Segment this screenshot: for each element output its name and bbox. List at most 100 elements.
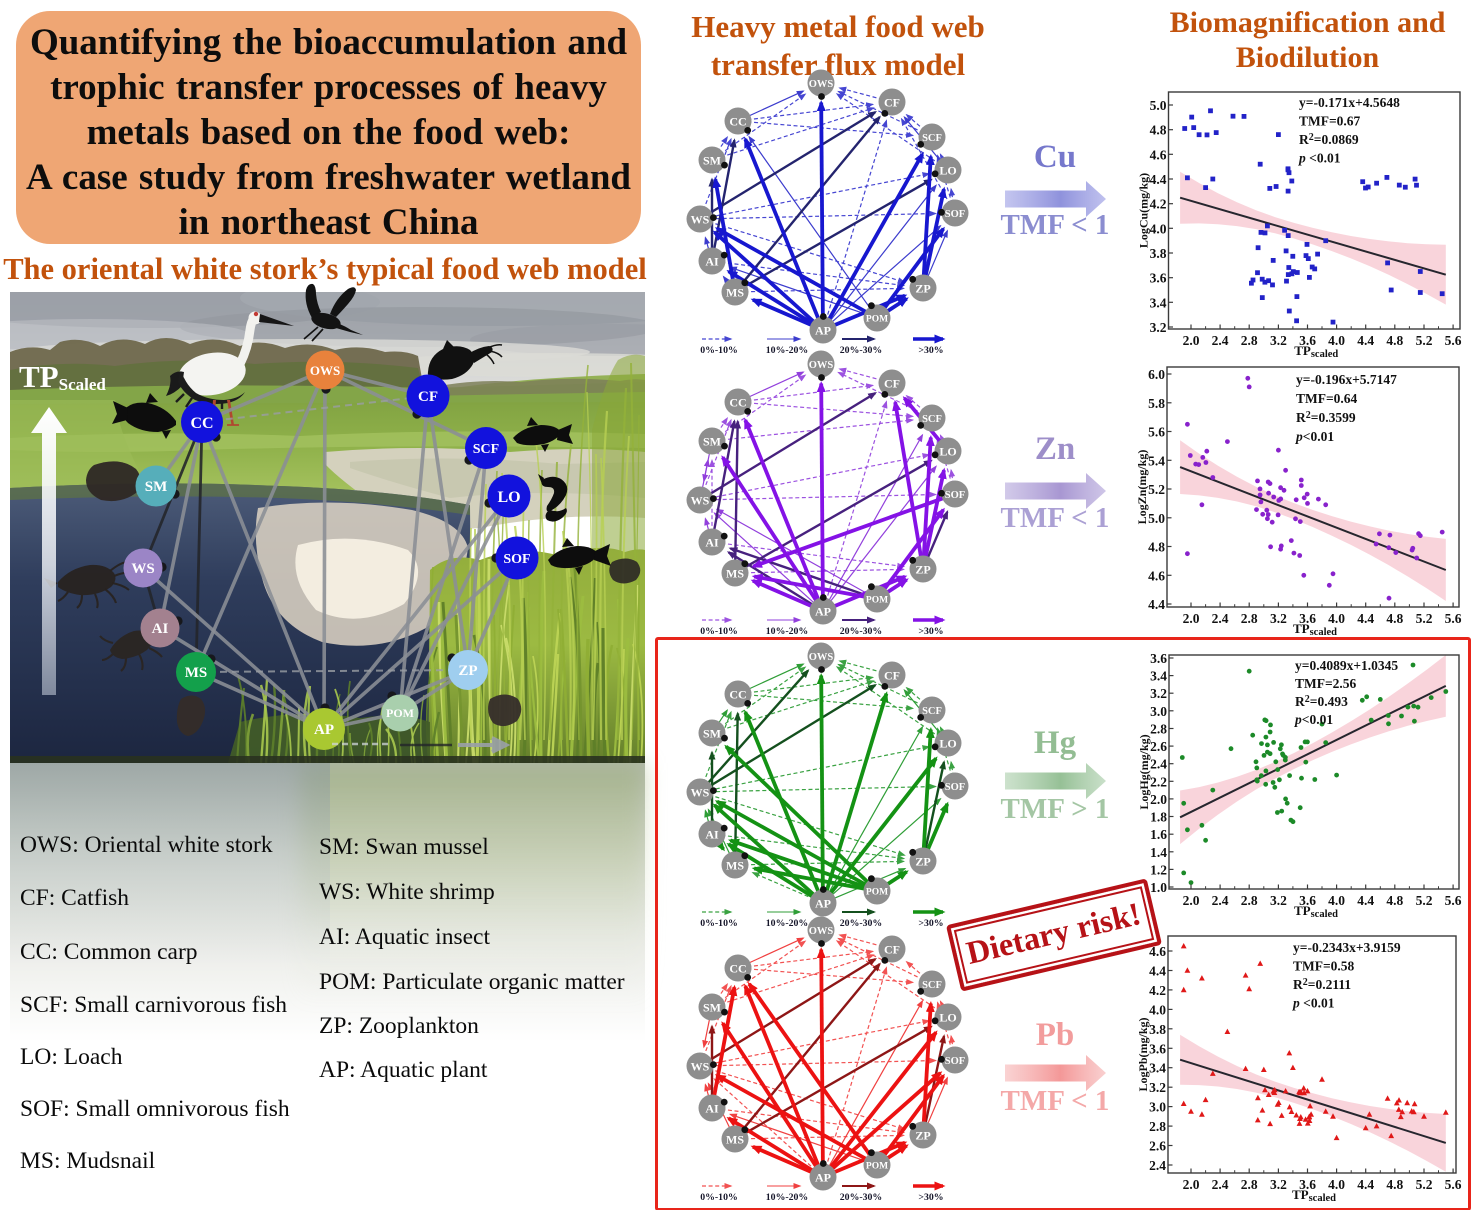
svg-text:3.8: 3.8 xyxy=(1150,246,1167,261)
svg-text:SOF: SOF xyxy=(945,209,965,220)
svg-text:3.6: 3.6 xyxy=(1149,1041,1166,1056)
svg-text:3.0: 3.0 xyxy=(1149,1100,1166,1115)
svg-text:4.6: 4.6 xyxy=(1150,147,1167,162)
svg-text:2.8: 2.8 xyxy=(1241,611,1258,626)
svg-text:y=-0.2343x+3.9159: y=-0.2343x+3.9159 xyxy=(1293,940,1401,955)
svg-text:3.6: 3.6 xyxy=(1299,1177,1316,1192)
svg-text:5.6: 5.6 xyxy=(1445,893,1462,908)
svg-text:4.0: 4.0 xyxy=(1149,1002,1166,1017)
svg-text:SOF: SOF xyxy=(945,490,965,501)
svg-text:3.2: 3.2 xyxy=(1270,611,1287,626)
svg-text:SOF: SOF xyxy=(503,552,530,567)
svg-text:LogHg(mg/kg): LogHg(mg/kg) xyxy=(1137,734,1151,809)
svg-text:R2=0.0869: R2=0.0869 xyxy=(1299,132,1359,147)
svg-text:TMF=0.67: TMF=0.67 xyxy=(1299,114,1361,129)
svg-text:20%-30%: 20%-30% xyxy=(840,1192,882,1203)
svg-text:6.0: 6.0 xyxy=(1148,367,1165,382)
svg-text:1.2: 1.2 xyxy=(1150,862,1167,877)
svg-text:4.0: 4.0 xyxy=(1328,611,1345,626)
svg-text:2.0: 2.0 xyxy=(1183,1177,1200,1192)
svg-text:CF: CF xyxy=(418,389,438,405)
svg-text:1.8: 1.8 xyxy=(1150,810,1167,825)
svg-text:20%-30%: 20%-30% xyxy=(840,918,882,929)
svg-text:2.6: 2.6 xyxy=(1150,739,1167,754)
svg-text:y=0.4089x+1.0345: y=0.4089x+1.0345 xyxy=(1295,658,1398,673)
svg-text:ZP: ZP xyxy=(915,562,930,576)
svg-text:SCF: SCF xyxy=(922,980,942,991)
svg-text:3.2: 3.2 xyxy=(1270,333,1287,348)
svg-text:3.2: 3.2 xyxy=(1150,686,1167,701)
svg-text:0%-10%: 0%-10% xyxy=(700,345,738,356)
svg-text:CF: CF xyxy=(884,376,900,390)
svg-text:3.2: 3.2 xyxy=(1149,1080,1166,1095)
svg-text:0%-10%: 0%-10% xyxy=(700,918,738,929)
svg-text:WS: WS xyxy=(691,493,710,507)
svg-text:p<0.01: p<0.01 xyxy=(1295,429,1334,444)
svg-text:TMF=0.58: TMF=0.58 xyxy=(1293,959,1355,974)
svg-text:>30%: >30% xyxy=(918,345,943,356)
svg-text:4.6: 4.6 xyxy=(1148,568,1165,583)
svg-text:MS: MS xyxy=(726,858,744,872)
svg-text:4.4: 4.4 xyxy=(1150,172,1167,187)
svg-text:R2=0.3599: R2=0.3599 xyxy=(1296,410,1356,425)
svg-text:OWS: OWS xyxy=(310,363,340,378)
svg-text:3.8: 3.8 xyxy=(1149,1022,1166,1037)
svg-text:10%-20%: 10%-20% xyxy=(766,626,808,637)
svg-text:2.4: 2.4 xyxy=(1212,1177,1229,1192)
svg-text:CC: CC xyxy=(190,415,213,432)
svg-text:2.8: 2.8 xyxy=(1150,722,1167,737)
svg-text:2.4: 2.4 xyxy=(1150,757,1167,772)
svg-text:LO: LO xyxy=(939,736,956,750)
svg-text:4.4: 4.4 xyxy=(1149,964,1166,979)
svg-text:AP: AP xyxy=(815,896,831,910)
svg-text:MS: MS xyxy=(185,665,208,681)
svg-text:5.8: 5.8 xyxy=(1148,396,1165,411)
svg-text:0%-10%: 0%-10% xyxy=(700,1192,738,1203)
svg-text:20%-30%: 20%-30% xyxy=(840,626,882,637)
svg-text:OWS: OWS xyxy=(809,926,834,937)
svg-text:5.6: 5.6 xyxy=(1445,611,1462,626)
svg-text:AP: AP xyxy=(314,722,334,738)
svg-text:ZP: ZP xyxy=(915,281,930,295)
svg-text:5.2: 5.2 xyxy=(1416,1177,1433,1192)
svg-text:R2=0.2111: R2=0.2111 xyxy=(1293,977,1351,992)
svg-text:SM: SM xyxy=(703,726,721,740)
svg-text:4.8: 4.8 xyxy=(1148,540,1165,555)
svg-text:AI: AI xyxy=(152,621,169,637)
svg-text:3.6: 3.6 xyxy=(1299,333,1316,348)
svg-text:5.2: 5.2 xyxy=(1416,333,1433,348)
svg-text:AP: AP xyxy=(815,604,831,618)
svg-text:2.8: 2.8 xyxy=(1241,1177,1258,1192)
svg-text:2.4: 2.4 xyxy=(1212,893,1229,908)
svg-text:2.6: 2.6 xyxy=(1149,1139,1166,1154)
svg-text:AP: AP xyxy=(815,1170,831,1184)
svg-text:5.2: 5.2 xyxy=(1416,611,1433,626)
svg-text:LogZn(mg/kg): LogZn(mg/kg) xyxy=(1135,450,1149,525)
svg-text:AI: AI xyxy=(705,1101,719,1115)
svg-text:MS: MS xyxy=(726,285,744,299)
svg-text:SCF: SCF xyxy=(922,414,942,425)
svg-text:CF: CF xyxy=(884,95,900,109)
svg-text:5.6: 5.6 xyxy=(1445,333,1462,348)
svg-text:CC: CC xyxy=(729,395,746,409)
svg-text:3.2: 3.2 xyxy=(1150,320,1167,335)
svg-text:POM: POM xyxy=(866,1161,888,1171)
svg-text:CC: CC xyxy=(729,114,746,128)
svg-text:5.6: 5.6 xyxy=(1445,1177,1462,1192)
svg-text:2.0: 2.0 xyxy=(1183,611,1200,626)
svg-text:CC: CC xyxy=(729,961,746,975)
svg-text:AI: AI xyxy=(705,535,719,549)
svg-text:SM: SM xyxy=(703,153,721,167)
svg-text:WS: WS xyxy=(691,1059,710,1073)
svg-text:3.2: 3.2 xyxy=(1270,893,1287,908)
svg-text:10%-20%: 10%-20% xyxy=(766,918,808,929)
svg-text:MS: MS xyxy=(726,566,744,580)
svg-text:4.8: 4.8 xyxy=(1150,123,1167,138)
svg-text:5.2: 5.2 xyxy=(1416,893,1433,908)
svg-text:4.0: 4.0 xyxy=(1328,893,1345,908)
svg-text:SCF: SCF xyxy=(922,706,942,717)
svg-text:5.4: 5.4 xyxy=(1148,453,1165,468)
svg-text:AI: AI xyxy=(705,254,719,268)
svg-text:2.8: 2.8 xyxy=(1149,1119,1166,1134)
svg-text:POM: POM xyxy=(866,314,888,324)
